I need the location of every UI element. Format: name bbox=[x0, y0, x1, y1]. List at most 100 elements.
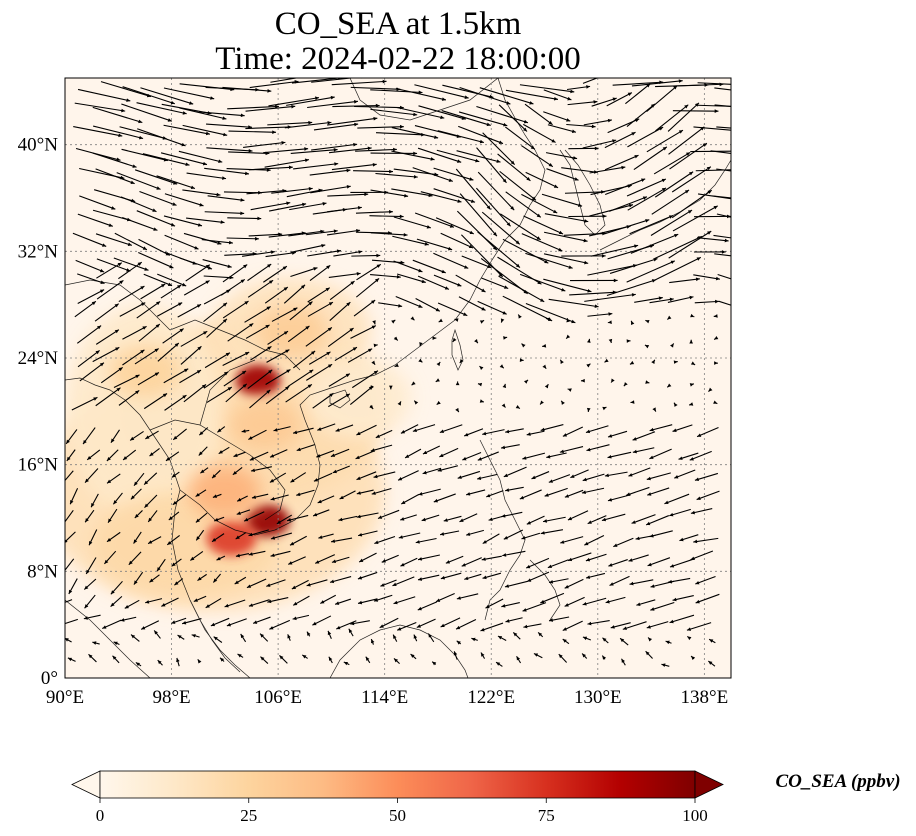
wind-arrow bbox=[83, 578, 97, 590]
wind-arrow bbox=[144, 494, 158, 508]
wind-arrow bbox=[517, 314, 522, 319]
wind-arrow bbox=[568, 146, 599, 151]
wind-arrow bbox=[191, 634, 200, 638]
wind-arrow bbox=[609, 575, 630, 586]
wind-arrow bbox=[693, 274, 721, 281]
wind-arrow bbox=[136, 301, 161, 319]
wind-arrow bbox=[240, 633, 247, 643]
wind-arrow bbox=[713, 314, 718, 318]
wind-arrow bbox=[65, 558, 75, 572]
wind-arrow bbox=[474, 339, 479, 344]
wind-arrow bbox=[651, 189, 690, 215]
wind-arrow bbox=[214, 516, 225, 522]
wind-arrow bbox=[522, 602, 547, 612]
lat-tick-label: 16°N bbox=[18, 455, 59, 476]
wind-arrow bbox=[328, 393, 351, 408]
lat-tick-labels: 0° 8°N 16°N 24°N 32°N 40°N bbox=[18, 135, 59, 689]
chart-title: CO_SEA at 1.5km bbox=[275, 6, 522, 42]
wind-arrow bbox=[168, 511, 180, 521]
wind-arrow bbox=[162, 328, 184, 344]
wind-arrow bbox=[609, 258, 658, 274]
wind-arrow bbox=[497, 256, 542, 285]
wind-arrow bbox=[458, 111, 508, 127]
wind-arrow bbox=[65, 429, 78, 445]
wind-arrow bbox=[183, 280, 210, 296]
wind-arrow bbox=[412, 259, 446, 274]
wind-arrow bbox=[610, 622, 631, 629]
wind-arrow bbox=[75, 259, 105, 273]
wind-arrow bbox=[356, 471, 377, 481]
wind-arrow bbox=[120, 196, 157, 213]
wind-arrow bbox=[645, 380, 650, 384]
wind-arrow bbox=[398, 532, 421, 539]
wind-arrow bbox=[163, 87, 215, 100]
wind-arrow bbox=[356, 489, 374, 495]
wind-arrow bbox=[270, 550, 291, 558]
coastlines bbox=[65, 78, 731, 678]
wind-arrow bbox=[157, 273, 187, 287]
coastline-hainan bbox=[329, 389, 351, 409]
wind-arrow bbox=[502, 295, 553, 322]
wind-arrow bbox=[357, 571, 378, 580]
wind-arrow bbox=[379, 617, 399, 629]
wind-arrow bbox=[106, 449, 119, 462]
wind-arrow bbox=[718, 300, 731, 306]
wind-arrow bbox=[481, 211, 521, 245]
wind-arrow bbox=[122, 349, 145, 366]
wind-arrow bbox=[285, 383, 313, 403]
wind-arrow bbox=[212, 493, 222, 498]
wind-arrow bbox=[205, 597, 222, 609]
wind-arrow bbox=[540, 592, 565, 604]
wind-arrow bbox=[284, 120, 332, 129]
wind-arrow bbox=[500, 213, 541, 241]
colorbar-tick-label: 50 bbox=[389, 806, 406, 825]
wind-arrow bbox=[317, 423, 336, 431]
wind-arrow bbox=[392, 576, 415, 587]
wind-arrow bbox=[197, 659, 202, 664]
wind-arrow bbox=[674, 469, 696, 479]
wind-arrow bbox=[694, 299, 719, 304]
wind-arrow bbox=[521, 145, 554, 168]
wind-arrow bbox=[695, 593, 720, 604]
wind-arrow bbox=[320, 594, 337, 604]
wind-arrow bbox=[113, 641, 120, 646]
wind-arrow bbox=[391, 127, 439, 139]
wind-arrow bbox=[476, 473, 498, 480]
wind-arrow bbox=[464, 573, 482, 581]
wind-arrow bbox=[668, 230, 712, 259]
wind-arrow bbox=[68, 578, 78, 595]
wind-arrow bbox=[100, 366, 123, 384]
wind-arrow bbox=[505, 486, 524, 492]
wind-arrow bbox=[440, 232, 474, 249]
wind-arrow bbox=[456, 593, 479, 600]
wind-arrow bbox=[252, 616, 271, 624]
wind-arrow bbox=[65, 637, 72, 643]
wind-arrow bbox=[157, 659, 163, 666]
colorbar-tick-labels: 0 25 50 75 100 bbox=[96, 798, 708, 825]
wind-arrow bbox=[586, 363, 591, 368]
wind-arrow bbox=[521, 233, 563, 252]
wind-arrow bbox=[309, 168, 351, 176]
wind-arrow bbox=[626, 260, 676, 283]
wind-arrow bbox=[264, 286, 289, 304]
wind-arrow bbox=[84, 594, 96, 609]
wind-arrow bbox=[708, 638, 716, 644]
wind-arrow bbox=[632, 431, 656, 441]
wind-arrow bbox=[607, 451, 632, 459]
wind-arrow bbox=[375, 172, 418, 179]
wind-arrow bbox=[544, 213, 589, 223]
wind-arrow bbox=[439, 424, 463, 434]
wind-arrow bbox=[286, 95, 335, 106]
wind-arrow bbox=[350, 325, 377, 339]
co-hotspot bbox=[206, 520, 257, 556]
wind-arrow bbox=[164, 394, 187, 411]
co-hotspot bbox=[228, 398, 302, 451]
wind-arrow bbox=[542, 344, 547, 348]
wind-arrow bbox=[582, 139, 617, 149]
wind-arrow bbox=[347, 348, 373, 363]
wind-arrow bbox=[631, 514, 656, 524]
wind-arrow bbox=[564, 578, 584, 589]
wind-arrow bbox=[581, 653, 588, 659]
wind-arrow bbox=[479, 399, 485, 403]
wind-arrow bbox=[628, 467, 651, 477]
